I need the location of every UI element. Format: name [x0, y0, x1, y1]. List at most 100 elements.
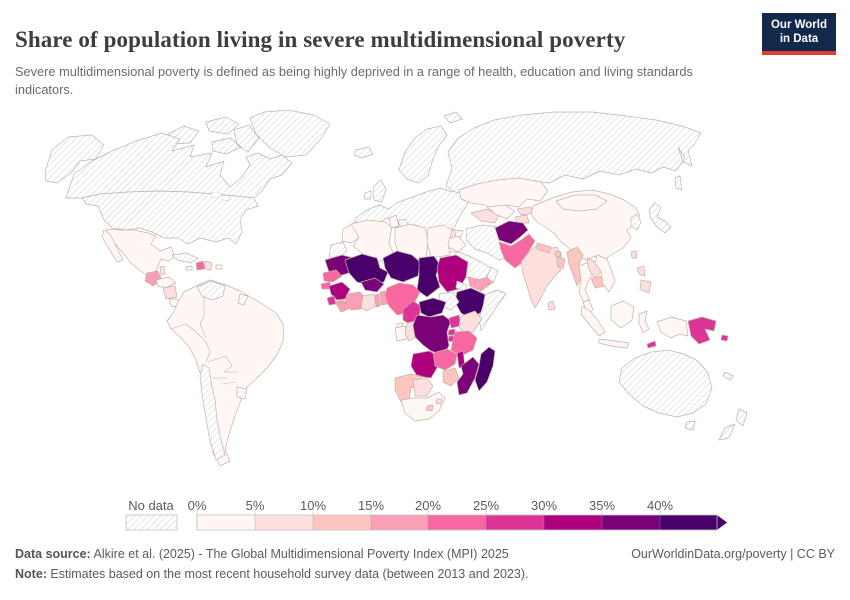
country-indonesia-borneo[interactable] [610, 300, 635, 329]
country-honduras[interactable] [155, 276, 177, 289]
legend-bin-1[interactable] [255, 515, 313, 530]
country-cuba[interactable] [171, 252, 199, 264]
legend-bin-0[interactable] [197, 515, 255, 530]
country-chile[interactable] [199, 363, 226, 461]
country-angola[interactable] [410, 350, 440, 379]
country-senegal[interactable] [322, 269, 343, 283]
country-mongolia[interactable] [555, 194, 608, 212]
country-oman[interactable] [486, 266, 499, 284]
country-guinea[interactable] [328, 281, 351, 301]
country-philippines[interactable] [636, 265, 652, 294]
country-lesotho[interactable] [425, 404, 434, 412]
country-kyrgyzstan[interactable] [516, 206, 534, 216]
country-egypt[interactable] [426, 224, 453, 259]
country-uzbekistan[interactable] [486, 204, 516, 220]
country-mexico[interactable] [105, 228, 176, 278]
country-sierra-leone[interactable] [326, 295, 337, 306]
country-zambia[interactable] [432, 348, 458, 371]
country-indonesia-sulawesi[interactable] [638, 310, 650, 334]
region-korea[interactable] [630, 213, 642, 231]
country-australia-tasmania[interactable] [684, 420, 696, 431]
country-uruguay[interactable] [236, 386, 248, 400]
country-mexico-baja[interactable] [101, 229, 124, 263]
country-puerto-rico[interactable] [215, 264, 223, 270]
legend-no-data-swatch[interactable] [125, 514, 178, 531]
legend-bin-2[interactable] [313, 515, 371, 530]
country-south-africa[interactable] [400, 391, 446, 422]
country-afghanistan[interactable] [494, 220, 529, 245]
country-mozambique[interactable] [456, 356, 480, 396]
country-timor-leste[interactable] [646, 340, 657, 349]
country-kazakhstan[interactable] [458, 177, 549, 212]
country-united-states[interactable] [81, 190, 259, 245]
country-haiti[interactable] [195, 260, 206, 271]
legend-bin-6[interactable] [544, 515, 602, 530]
country-zimbabwe[interactable] [442, 367, 460, 387]
country-iceland[interactable] [353, 146, 374, 159]
country-nicaragua[interactable] [162, 285, 178, 300]
country-eswatini[interactable] [435, 398, 443, 405]
country-tanzania[interactable] [450, 330, 478, 357]
country-new-zealand[interactable] [718, 408, 748, 441]
country-united-kingdom[interactable] [372, 179, 387, 203]
country-nepal[interactable] [536, 242, 552, 254]
country-rwanda[interactable] [447, 328, 456, 336]
country-taiwan[interactable] [630, 250, 638, 259]
owid-link[interactable]: OurWorldinData.org/poverty | CC BY [631, 547, 835, 561]
owid-logo[interactable]: Our World in Data [762, 13, 836, 55]
country-ghana[interactable] [360, 293, 377, 312]
country-indonesia-sumatra[interactable] [580, 305, 606, 337]
legend-bin-4[interactable] [428, 515, 486, 530]
country-indonesia-java[interactable] [598, 338, 630, 349]
country-pakistan[interactable] [498, 233, 536, 269]
region-scandinavia[interactable] [398, 125, 448, 184]
country-madagascar[interactable] [474, 346, 496, 392]
country-russia[interactable] [445, 111, 702, 194]
legend-bin-3[interactable] [371, 515, 428, 530]
note-label: Note: [15, 567, 47, 581]
country-niger[interactable] [382, 250, 421, 283]
country-solomon-islands[interactable] [720, 334, 729, 342]
country-belize[interactable] [159, 265, 166, 276]
country-dominican-republic[interactable] [204, 260, 213, 271]
country-tunisia[interactable] [388, 214, 400, 229]
legend-bin-8[interactable] [660, 515, 717, 530]
country-democratic-republic-of-congo[interactable] [412, 314, 452, 356]
country-greenland[interactable] [249, 110, 331, 158]
country-laos[interactable] [586, 257, 602, 279]
country-somalia[interactable] [478, 289, 507, 332]
country-indonesia-papua[interactable] [656, 316, 689, 339]
country-canada-arctic[interactable] [167, 116, 260, 155]
country-togo[interactable] [374, 293, 381, 308]
country-china[interactable] [530, 189, 641, 261]
region-svalbard[interactable] [443, 111, 463, 124]
country-vietnam[interactable] [594, 254, 616, 293]
country-tajikistan[interactable] [514, 214, 530, 224]
country-papua-new-guinea[interactable] [687, 316, 717, 345]
country-botswana[interactable] [412, 377, 434, 397]
country-mali[interactable] [344, 253, 389, 287]
region-new-caledonia[interactable] [722, 371, 734, 381]
country-japan[interactable] [648, 202, 672, 234]
country-cote-divoire[interactable] [344, 291, 367, 311]
country-sri-lanka[interactable] [547, 300, 556, 311]
country-bangladesh[interactable] [556, 256, 566, 270]
country-bhutan[interactable] [554, 250, 562, 258]
legend-bin-5[interactable] [486, 515, 544, 530]
country-jamaica[interactable] [185, 265, 193, 271]
country-french-guiana[interactable] [237, 293, 249, 306]
region-sakhalin[interactable] [674, 175, 683, 191]
region-south-america[interactable] [166, 279, 285, 467]
country-kenya[interactable] [458, 310, 483, 335]
legend-bin-7[interactable] [602, 515, 660, 530]
country-gabon[interactable] [394, 325, 408, 342]
country-central-african-republic[interactable] [418, 297, 447, 318]
country-ireland[interactable] [363, 190, 372, 200]
country-australia[interactable] [618, 349, 713, 418]
owid-logo-line1: Our World [770, 19, 827, 31]
country-venezuela[interactable] [196, 280, 226, 301]
country-yemen[interactable] [467, 275, 493, 292]
country-chad[interactable] [416, 255, 441, 298]
country-turkmenistan[interactable] [470, 208, 500, 224]
country-burkina-faso[interactable] [360, 277, 385, 293]
